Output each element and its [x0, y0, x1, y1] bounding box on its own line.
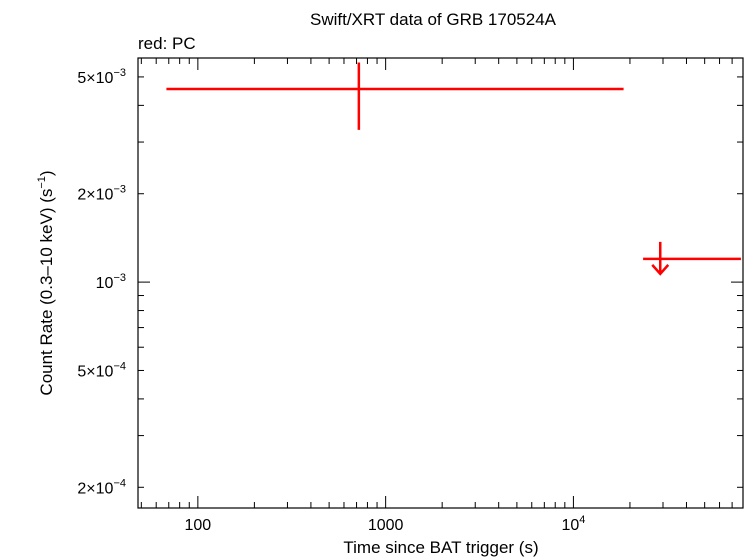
x-tick-label: 1000	[368, 517, 404, 534]
x-tick-label: 100	[185, 517, 212, 534]
y-tick-label: 2×10−4	[77, 477, 126, 497]
data-marks	[166, 62, 741, 276]
y-tick-label: 2×10−3	[77, 184, 126, 204]
y-axis-label: Count Rate (0.3–10 keV) (s−1)	[36, 170, 56, 395]
y-tick-label: 5×10−3	[77, 67, 126, 87]
plot-frame	[137, 57, 744, 509]
y-tick-label: 5×10−4	[77, 360, 126, 380]
chart-title: Swift/XRT data of GRB 170524A	[310, 10, 557, 29]
chart-subtitle: red: PC	[138, 34, 196, 53]
x-axis-label: Time since BAT trigger (s)	[343, 538, 538, 557]
y-tick-label: 10−3	[96, 272, 126, 292]
axis-ticks	[138, 58, 744, 508]
tick-labels: 100 1000 104 5×10−3 2×10−3 10−3 5×10−4 2×10−4	[77, 67, 585, 534]
x-tick-label: 104	[561, 514, 585, 534]
upper-limit-arrow	[651, 264, 670, 276]
